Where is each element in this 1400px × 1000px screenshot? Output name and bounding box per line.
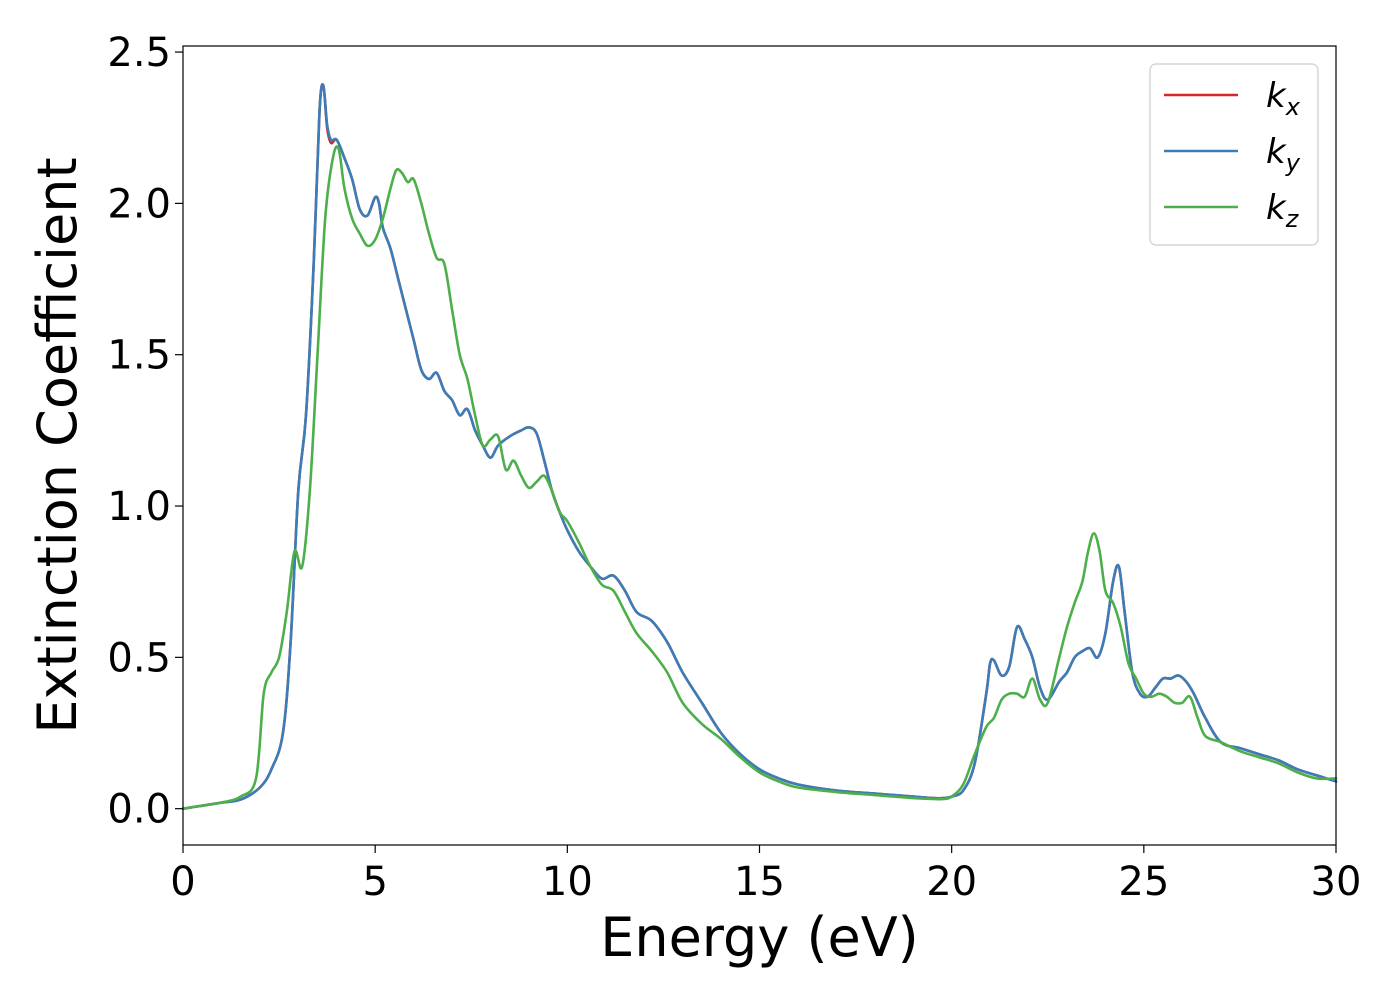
x-tick-label: 10 (542, 859, 593, 905)
y-tick-label: 1.5 (107, 333, 171, 379)
x-tick-label: 15 (734, 859, 785, 905)
x-tick-label: 30 (1311, 859, 1362, 905)
y-tick-label: 1.0 (107, 484, 171, 530)
series-line-z (181, 145, 1338, 810)
series-line-y (181, 83, 1338, 810)
y-tick-label: 0.0 (107, 787, 171, 833)
series-layer (181, 83, 1338, 810)
y-tick-label: 2.5 (107, 30, 171, 76)
x-axis-title: Energy (eV) (600, 906, 919, 969)
x-tick-label: 5 (362, 859, 387, 905)
y-tick-label: 0.5 (107, 635, 171, 681)
x-tick-label: 0 (170, 859, 195, 905)
x-tick-label: 20 (926, 859, 977, 905)
y-axis-title: Extinction Coefficient (26, 157, 89, 733)
y-tick-label: 2.0 (107, 181, 171, 227)
x-tick-label: 25 (1118, 859, 1169, 905)
legend-box (1149, 63, 1319, 246)
ticks-layer: 0 5 10 15 20 25 30 0.0 0.5 1.0 1.5 2.0 2.5 (107, 30, 1361, 905)
